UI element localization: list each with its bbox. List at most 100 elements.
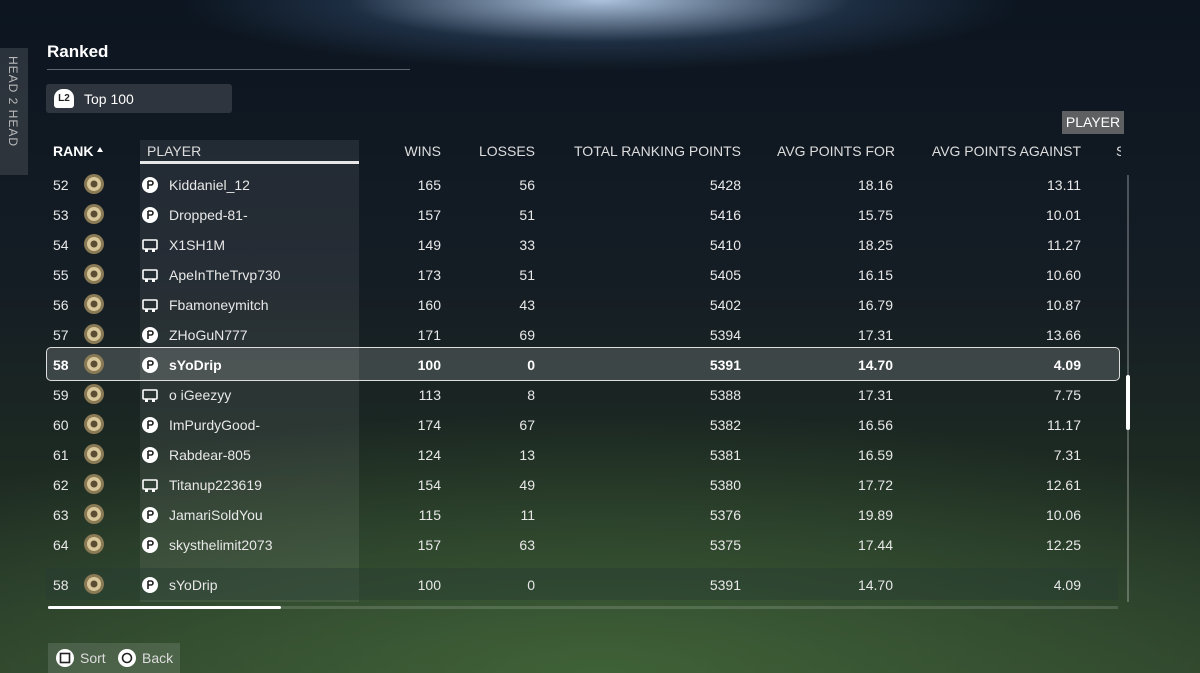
- rank-cell: 62: [53, 477, 69, 493]
- sort-button[interactable]: Sort: [80, 650, 106, 666]
- platform-icon: [142, 207, 158, 223]
- avg-for-cell: 17.31: [857, 387, 893, 403]
- player-name[interactable]: sYoDrip: [169, 357, 222, 373]
- scroll-thumb[interactable]: [1126, 375, 1130, 430]
- avg-against-cell: 11.27: [1047, 237, 1081, 253]
- platform-icon: [142, 327, 158, 343]
- total-cell: 5428: [709, 177, 741, 193]
- rank-badge: [84, 234, 104, 254]
- losses-cell: 69: [519, 327, 535, 343]
- losses-cell: 8: [527, 387, 535, 403]
- platform-icon: [142, 479, 158, 492]
- losses-cell: 56: [519, 177, 535, 193]
- rank-badge: [84, 534, 104, 554]
- platform-icon: [142, 299, 158, 312]
- avg-against-cell: 4.09: [1053, 577, 1081, 593]
- player-name[interactable]: Fbamoneymitch: [169, 297, 269, 313]
- h-scroll-thumb[interactable]: [48, 606, 281, 609]
- avg-for-cell: 17.31: [857, 327, 893, 343]
- player-name[interactable]: Rabdear-805: [169, 447, 251, 463]
- platform-icon: [142, 239, 158, 252]
- losses-cell: 11: [520, 507, 535, 523]
- player-name[interactable]: skysthelimit2073: [169, 537, 273, 553]
- column-header[interactable]: LOSSES: [478, 143, 535, 159]
- total-cell: 5405: [709, 267, 741, 283]
- total-cell: 5394: [709, 327, 741, 343]
- rank-cell: 58: [53, 357, 69, 373]
- rank-badge: [84, 414, 104, 434]
- player-name[interactable]: ApeInTheTrvp730: [169, 267, 281, 283]
- wins-cell: 149: [417, 237, 441, 253]
- rank-cell: 54: [53, 237, 69, 253]
- side-tab-label: HEAD 2 HEAD: [6, 56, 20, 148]
- column-header[interactable]: WINS: [404, 143, 441, 159]
- losses-cell: 0: [527, 357, 535, 373]
- avg-for-cell: 16.79: [857, 297, 893, 313]
- player-name[interactable]: ZHoGuN777: [169, 327, 248, 343]
- back-button[interactable]: Back: [142, 650, 174, 666]
- avg-against-cell: 12.25: [1045, 537, 1081, 553]
- avg-for-cell: 16.15: [857, 267, 893, 283]
- avg-against-cell: 13.11: [1047, 177, 1081, 193]
- player-name[interactable]: Titanup223619: [169, 477, 262, 493]
- column-header[interactable]: PLAYER: [147, 143, 202, 159]
- column-header[interactable]: TOTAL RANKING POINTS: [574, 143, 741, 159]
- avg-against-cell: 10.60: [1045, 267, 1081, 283]
- circle-button-icon: [118, 649, 136, 667]
- avg-for-cell: 16.56: [857, 417, 893, 433]
- avg-for-cell: 14.70: [857, 577, 893, 593]
- total-cell: 5388: [709, 387, 741, 403]
- square-button-icon: [56, 649, 74, 667]
- losses-cell: 43: [519, 297, 535, 313]
- rank-badge: [84, 384, 104, 404]
- platform-icon: [142, 417, 158, 433]
- total-cell: 5382: [709, 417, 741, 433]
- avg-for-cell: 16.59: [857, 447, 893, 463]
- total-cell: 5381: [709, 447, 741, 463]
- losses-cell: 49: [519, 477, 535, 493]
- rank-cell: 53: [53, 207, 69, 223]
- platform-icon: [142, 537, 158, 553]
- player-name[interactable]: X1SH1M: [169, 237, 226, 253]
- column-header[interactable]: S: [1116, 143, 1121, 159]
- player-name[interactable]: Dropped-81-: [169, 207, 248, 223]
- player-name[interactable]: Kiddaniel_12: [169, 177, 250, 193]
- avg-for-cell: 15.75: [857, 207, 893, 223]
- avg-against-cell: 7.31: [1053, 447, 1081, 463]
- rank-badge: [84, 474, 104, 494]
- filter-button[interactable]: L2 Top 100: [46, 84, 232, 113]
- wins-cell: 115: [418, 507, 441, 523]
- rank-cell: 57: [53, 327, 69, 343]
- wins-cell: 100: [417, 577, 441, 593]
- player-header-underline: [140, 161, 359, 164]
- wins-cell: 157: [417, 207, 441, 223]
- wins-cell: 165: [417, 177, 441, 193]
- side-tab[interactable]: HEAD 2 HEAD: [0, 48, 28, 175]
- column-header[interactable]: AVG POINTS FOR: [777, 143, 895, 159]
- my-row-band: [46, 568, 1118, 600]
- player-name[interactable]: sYoDrip: [169, 577, 218, 593]
- total-cell: 5402: [709, 297, 741, 313]
- player-name[interactable]: o iGeezyy: [169, 387, 232, 403]
- rank-cell: 55: [53, 267, 69, 283]
- highlight-row: [46, 347, 1120, 381]
- rank-cell: 63: [53, 507, 69, 523]
- platform-icon: [142, 507, 158, 523]
- rank-badge: [84, 294, 104, 314]
- avg-for-cell: 17.44: [857, 537, 893, 553]
- rank-badge: [84, 204, 104, 224]
- total-cell: 5375: [709, 537, 741, 553]
- avg-against-cell: 7.75: [1053, 387, 1081, 403]
- h-scroll-track: [48, 606, 1118, 609]
- player-name[interactable]: JamariSoldYou: [169, 507, 263, 523]
- tooltip: PLAYER: [1062, 111, 1124, 134]
- column-header[interactable]: AVG POINTS AGAINST: [931, 143, 1081, 159]
- total-cell: 5410: [709, 237, 741, 253]
- wins-cell: 100: [417, 357, 441, 373]
- column-header[interactable]: RANK: [53, 143, 94, 159]
- rank-badge: [84, 174, 104, 194]
- player-column-band: [140, 140, 359, 602]
- rank-badge: [84, 444, 104, 464]
- player-name[interactable]: ImPurdyGood-: [169, 417, 261, 433]
